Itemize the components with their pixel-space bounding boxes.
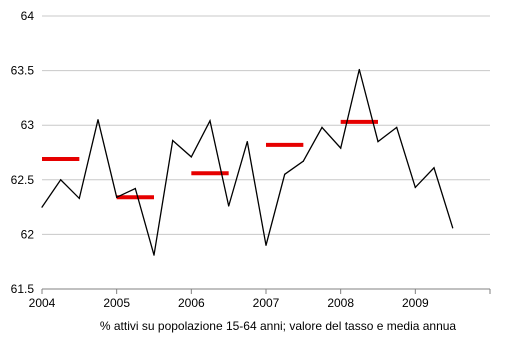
x-tick-label-2006: 2006	[178, 296, 205, 310]
y-tick-label-61.5: 61.5	[11, 282, 35, 296]
data-point	[265, 244, 267, 246]
quarterly-line	[41, 69, 454, 256]
y-tick-label-64: 64	[21, 9, 35, 23]
data-point	[172, 139, 174, 142]
y-tick-label-63: 63	[21, 118, 35, 132]
axes	[41, 288, 491, 294]
x-tick-label-2005: 2005	[103, 296, 130, 310]
data-point	[377, 140, 379, 143]
y-tick-label-62.5: 62.5	[11, 173, 35, 187]
x-tick-labels: 2004 2005 2006 2007 2008 2009	[29, 296, 429, 310]
data-point	[41, 206, 43, 208]
data-point	[209, 120, 211, 122]
data-point	[153, 254, 155, 256]
data-point	[396, 126, 398, 128]
data-point	[284, 173, 286, 175]
data-point	[452, 227, 454, 229]
data-point	[60, 179, 62, 181]
x-tick-label-2008: 2008	[327, 296, 354, 310]
x-axis-caption: % attivi su popolazione 15-64 anni; valo…	[100, 319, 457, 333]
y-tick-labels: 61.5 62 62.5 63 63.5 64	[11, 9, 35, 296]
x-tick-label-2004: 2004	[29, 296, 56, 310]
data-point	[97, 119, 99, 121]
data-point	[116, 196, 118, 198]
data-point	[414, 186, 416, 189]
x-tick-label-2009: 2009	[402, 296, 429, 310]
data-point	[433, 167, 435, 169]
annual-mean-bars	[42, 119, 378, 200]
data-point	[228, 205, 230, 207]
x-tick-label-2007: 2007	[253, 296, 280, 310]
data-point	[190, 156, 192, 158]
data-point	[358, 68, 360, 71]
gridlines	[42, 15, 490, 235]
data-point	[134, 187, 136, 190]
data-point	[321, 126, 323, 128]
y-tick-label-62: 62	[21, 227, 35, 241]
y-tick-label-63.5: 63.5	[11, 64, 35, 78]
quarterly-series	[41, 68, 454, 256]
data-point	[78, 197, 80, 199]
data-point	[246, 140, 248, 143]
data-point	[340, 147, 342, 149]
data-point	[302, 160, 304, 162]
